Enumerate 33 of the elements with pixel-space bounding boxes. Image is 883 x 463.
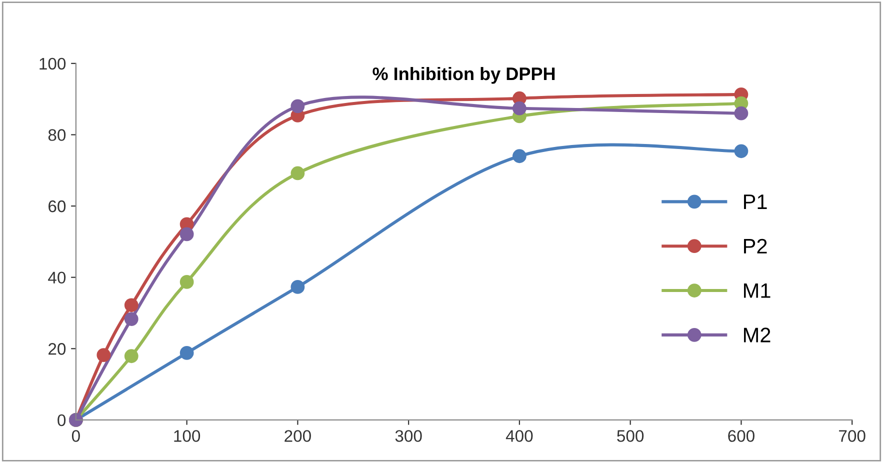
legend-label: P1 (744, 194, 767, 209)
y-tick-label: 0 (58, 414, 66, 426)
point (180, 346, 194, 360)
x-tick-label: 0 (72, 430, 80, 442)
legend-label: P2 (744, 238, 767, 254)
x-tick-label: 600 (728, 430, 754, 442)
point (96, 348, 111, 362)
legend-label: M1 (744, 283, 770, 298)
y-tick-label: 100 (40, 58, 66, 70)
y-tick-label: 80 (48, 129, 66, 141)
point (512, 101, 526, 116)
x-tick-label: 500 (617, 430, 644, 442)
x-tick-label: 700 (839, 430, 866, 442)
point (734, 144, 748, 158)
y-tick-label: 40 (48, 272, 66, 284)
y-tick-label: 60 (48, 200, 66, 212)
point (180, 227, 194, 242)
point (512, 149, 526, 164)
point (734, 106, 748, 120)
point (180, 275, 194, 289)
point (124, 298, 138, 312)
point (290, 99, 305, 114)
chart-title: % Inhibition by DPPH (372, 66, 555, 84)
point (124, 349, 138, 364)
point (124, 312, 138, 326)
point (290, 166, 305, 180)
point (290, 280, 305, 294)
x-tick-label: 200 (284, 430, 311, 442)
x-tick-label: 300 (395, 430, 422, 442)
y-tick-label: 20 (48, 343, 66, 355)
legend-label: M2 (744, 328, 770, 342)
x-tick-label: 400 (506, 430, 533, 442)
x-tick-label: 100 (174, 430, 200, 442)
